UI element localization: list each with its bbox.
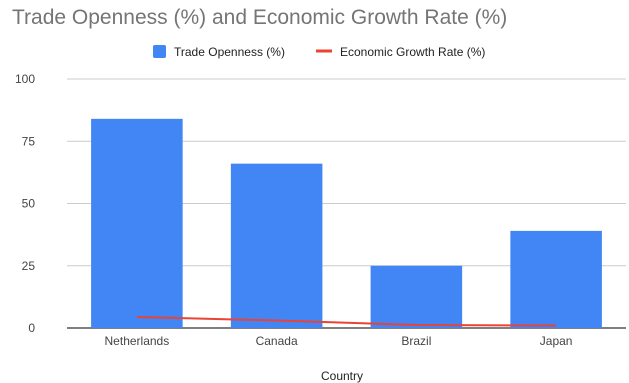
y-tick-label-50: 50 (22, 197, 36, 211)
legend-swatch-economic-growth-rate (316, 49, 332, 53)
x-tick-label-japan: Japan (540, 334, 573, 348)
y-tick-label-100: 100 (15, 72, 35, 86)
bar-japan (510, 230, 602, 328)
x-axis-ticks: Netherlands Canada Brazil Japan (105, 334, 573, 348)
x-tick-label-netherlands: Netherlands (105, 334, 170, 348)
y-axis-ticks: 0 25 50 75 100 (15, 72, 35, 335)
bar-netherlands (91, 118, 183, 328)
y-tick-label-0: 0 (28, 321, 35, 335)
y-tick-label-75: 75 (22, 134, 36, 148)
legend-label-trade-openness: Trade Openness (%) (174, 45, 285, 59)
bar-series (91, 118, 602, 328)
x-tick-label-brazil: Brazil (401, 334, 431, 348)
bar-canada (230, 163, 323, 328)
legend-swatch-trade-openness (153, 45, 166, 58)
line-series (136, 316, 557, 327)
legend-label-economic-growth-rate: Economic Growth Rate (%) (340, 45, 485, 59)
line-economic-growth-rate (136, 316, 557, 327)
x-tick-label-canada: Canada (256, 334, 298, 348)
bar-brazil (370, 265, 463, 328)
x-axis-title: Country (321, 369, 363, 383)
chart-title: Trade Openness (%) and Economic Growth R… (12, 6, 508, 29)
y-tick-label-25: 25 (22, 259, 36, 273)
chart-legend: Trade Openness (%) Economic Growth Rate … (153, 45, 485, 59)
